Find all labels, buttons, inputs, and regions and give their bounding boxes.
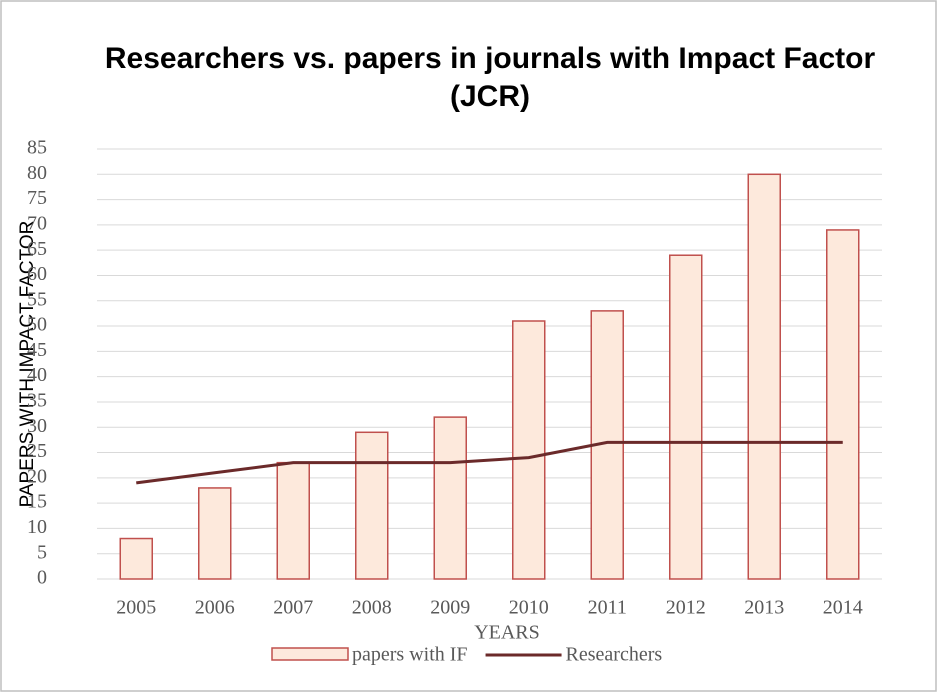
- y-tick-label: 25: [27, 440, 47, 462]
- legend-label: Researchers: [566, 644, 663, 666]
- y-tick-label: 15: [27, 491, 47, 513]
- y-tick-label: 35: [27, 390, 47, 412]
- y-tick-label: 50: [27, 314, 47, 336]
- bar: [512, 320, 546, 580]
- y-tick-label: 45: [27, 339, 47, 361]
- x-tick-label: 2011: [588, 597, 627, 619]
- x-tick-label: 2014: [823, 597, 863, 619]
- bar: [747, 173, 781, 580]
- y-tick-label: 0: [37, 567, 47, 589]
- bar: [355, 431, 389, 580]
- bar: [826, 229, 860, 580]
- y-tick-label: 40: [27, 364, 47, 386]
- x-tick-label: 2009: [430, 597, 470, 619]
- x-tick-label: 2005: [116, 597, 156, 619]
- y-tick-label: 60: [27, 263, 47, 285]
- line: [136, 440, 843, 485]
- x-tick-label: 2006: [195, 597, 235, 619]
- x-axis-label: YEARS: [474, 622, 540, 644]
- y-tick-label: 75: [27, 187, 47, 209]
- chart-title: Researchers vs. papers in journals with …: [104, 42, 876, 113]
- y-tick-label: 10: [27, 516, 47, 538]
- x-tick-label: 2008: [352, 597, 392, 619]
- x-tick-label: 2012: [666, 597, 706, 619]
- legend-swatch: [271, 647, 349, 661]
- bar: [119, 537, 153, 580]
- x-tick-label: 2013: [744, 597, 784, 619]
- x-tick-label: 2010: [509, 597, 549, 619]
- bar: [198, 487, 232, 580]
- y-tick-label: 70: [27, 212, 47, 234]
- y-tick-label: 65: [27, 238, 47, 260]
- bar: [433, 416, 467, 580]
- bar: [276, 461, 310, 580]
- y-tick-label: 5: [37, 541, 47, 563]
- y-axis-label: PAPERS WITH IMPACT FACTOR: [17, 221, 38, 508]
- y-tick-label: 30: [27, 415, 47, 437]
- bar: [669, 254, 703, 580]
- y-tick-label: 80: [27, 162, 47, 184]
- y-tick-label: 20: [27, 465, 47, 487]
- legend-label: papers with IF: [352, 644, 468, 666]
- y-tick-label: 55: [27, 288, 47, 310]
- x-tick-label: 2007: [273, 597, 313, 619]
- y-tick-label: 85: [27, 137, 47, 159]
